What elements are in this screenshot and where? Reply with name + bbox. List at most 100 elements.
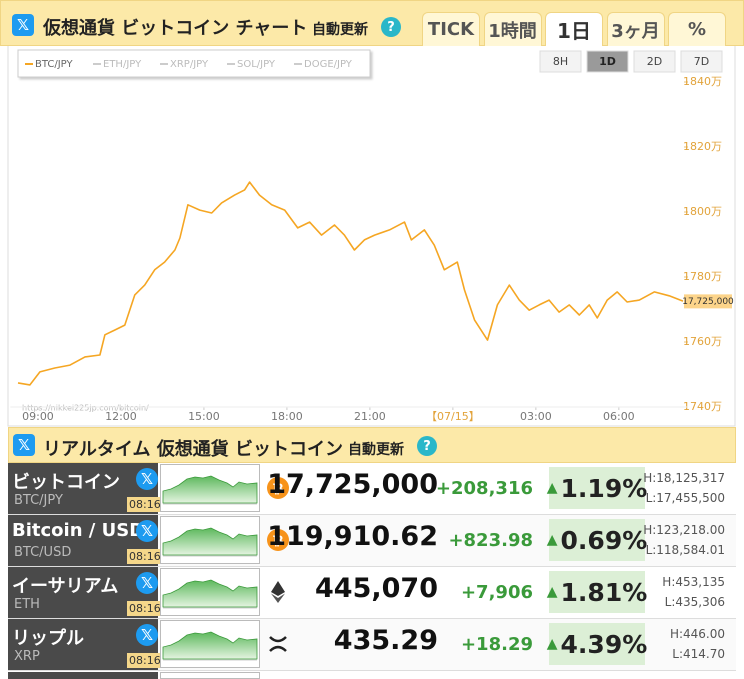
tab[interactable]: 1時間 <box>483 12 542 46</box>
chart-frame <box>7 44 736 427</box>
x-tick-label: 15:00 <box>188 410 220 423</box>
x-icon[interactable]: 𝕏 <box>136 520 158 542</box>
section-bar: 𝕏 リアルタイム 仮想通貨 ビットコイン 自動更新 ? <box>8 427 736 463</box>
x-tick-label: 03:00 <box>520 410 552 423</box>
x-tick-label: 09:00 <box>22 410 54 423</box>
range-button[interactable]: 1D <box>586 50 629 73</box>
coin-symbol: BTC/USD <box>14 545 72 560</box>
y-tick-label: 1820万 <box>683 140 722 153</box>
range-button[interactable]: 2D <box>633 50 676 73</box>
watermark: https://nikkei225jp.com/bitcoin/ <box>22 404 149 413</box>
y-tick-label: 1780万 <box>683 270 722 283</box>
legend-label: BTC/JPY <box>35 59 73 70</box>
price: 435.29 <box>333 625 438 656</box>
range-button-label: 8H <box>553 55 568 68</box>
x-tick-label: 【07/15】 <box>426 410 480 423</box>
up-arrow: ▲ <box>546 636 558 652</box>
change: +208,316 <box>435 478 533 499</box>
coin-symbol: BTC/JPY <box>14 493 63 508</box>
range-button-label: 2D <box>647 55 662 68</box>
coin-symbol: XRP <box>14 649 40 664</box>
y-tick-label: 1800万 <box>683 205 722 218</box>
percent-box: ▲ 1.19% <box>546 467 648 509</box>
up-arrow: ▲ <box>546 584 558 600</box>
up-arrow: ▲ <box>546 480 558 496</box>
coin-icon: ₿ <box>267 529 289 551</box>
sparkline <box>162 527 258 557</box>
table-row: リップル XRP 𝕏 08:16 435.29 +18.29 ▲ 4.39% H:446.00 L… <box>8 619 736 671</box>
last-price-tag <box>684 294 732 309</box>
coin-icon <box>269 636 287 652</box>
legend-label: SOL/JPY <box>237 59 276 70</box>
sparkline-cell <box>160 620 260 668</box>
header-title: 仮想通貨 ビットコイン チャート <box>43 18 308 39</box>
tab[interactable]: % <box>668 12 726 46</box>
change: +7,906 <box>460 582 533 603</box>
legend-box <box>17 49 371 78</box>
x-icon[interactable]: 𝕏 <box>136 624 158 646</box>
row-partial <box>8 672 158 679</box>
table-row: イーサリアム ETH 𝕏 08:16 445,070 +7,906 ▲ 1.81% H:453,… <box>8 567 736 619</box>
range-button[interactable]: 8H <box>539 50 582 73</box>
coin-name[interactable]: リップル <box>12 628 84 649</box>
coin-name[interactable]: イーサリアム <box>12 576 119 597</box>
name-cell: リップル XRP 𝕏 08:16 <box>8 619 163 670</box>
sparkline-cell <box>160 516 260 564</box>
y-tick-label: 1760万 <box>683 335 722 348</box>
svg-text:₿: ₿ <box>272 533 283 549</box>
high: H:18,125,317 <box>643 471 725 485</box>
update-time: 08:16 <box>127 653 163 668</box>
coin-icon-cell <box>266 632 290 660</box>
coin-icon-cell <box>266 580 290 608</box>
last-price-label: 17,725,000 <box>682 297 734 307</box>
up-arrow: ▲ <box>546 532 558 548</box>
x-icon[interactable]: 𝕏 <box>12 14 34 36</box>
x-icon[interactable]: 𝕏 <box>13 434 35 456</box>
auto-update: 自動更新 <box>348 442 404 458</box>
percent: 1.19% <box>560 473 648 503</box>
table-row: Bitcoin / USD BTC/USD 𝕏 08:16 ₿ 119,910.62 +82… <box>8 515 736 567</box>
chart: https://nikkei225jp.com/bitcoin/ BTC/JPY… <box>7 44 736 427</box>
legend-label: DOGE/JPY <box>304 59 353 70</box>
low: L:435,306 <box>664 595 725 609</box>
coin-icon-cell: ₿ <box>266 528 290 556</box>
change: +823.98 <box>448 530 533 551</box>
range-button[interactable]: 7D <box>680 50 723 73</box>
change: +18.29 <box>460 634 533 655</box>
percent-box: ▲ 4.39% <box>546 623 647 665</box>
name-cell: ビットコイン BTC/JPY 𝕏 08:16 <box>8 463 163 514</box>
update-time: 08:16 <box>127 601 163 616</box>
legend-label: ETH/JPY <box>103 59 142 70</box>
name-cell: Bitcoin / USD BTC/USD 𝕏 08:16 <box>8 515 163 566</box>
range-button-label: 7D <box>694 55 709 68</box>
high: H:123,218.00 <box>643 523 725 537</box>
table-row: ビットコイン BTC/JPY 𝕏 08:16 ₿ 17,725,000 +208,316 ▲ 1… <box>8 463 736 515</box>
tab[interactable]: 1日 <box>545 12 603 46</box>
help-button[interactable]: ? <box>417 436 437 456</box>
price-line <box>17 181 684 386</box>
coin-icon: ₿ <box>267 477 289 499</box>
sparkline <box>162 579 258 609</box>
low: L:17,455,500 <box>645 491 725 505</box>
x-tick-label: 21:00 <box>354 410 386 423</box>
coin-name[interactable]: Bitcoin / USD <box>12 520 145 541</box>
x-icon[interactable]: 𝕏 <box>136 468 158 490</box>
x-tick-label: 18:00 <box>271 410 303 423</box>
coin-symbol: ETH <box>14 597 40 612</box>
coin-name[interactable]: ビットコイン <box>12 472 120 493</box>
tab[interactable]: 3ヶ月 <box>606 12 665 46</box>
percent-box: ▲ 0.69% <box>546 519 647 561</box>
help-button[interactable]: ? <box>381 17 401 37</box>
percent-box: ▲ 1.81% <box>546 571 647 613</box>
range-button-label: 1D <box>599 55 616 68</box>
range-button-bg <box>680 50 723 73</box>
sparkline <box>162 475 258 505</box>
high: H:453,135 <box>662 575 725 589</box>
sparkline-cell <box>160 464 260 512</box>
sparkline <box>162 631 258 661</box>
x-icon[interactable]: 𝕏 <box>136 572 158 594</box>
tab[interactable]: TICK <box>422 12 480 46</box>
y-tick-label: 1840万 <box>683 75 722 88</box>
legend-label: XRP/JPY <box>170 59 209 70</box>
